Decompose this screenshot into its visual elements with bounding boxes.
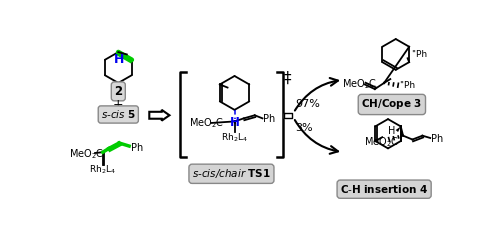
- Text: 2: 2: [114, 85, 122, 98]
- Text: H: H: [388, 126, 396, 136]
- Text: MeO$_2$C: MeO$_2$C: [364, 135, 400, 149]
- Text: MeO$_2$C: MeO$_2$C: [189, 116, 224, 130]
- Text: ''Ph: ''Ph: [410, 50, 427, 59]
- Text: 97%: 97%: [295, 99, 320, 109]
- Polygon shape: [284, 113, 292, 118]
- Polygon shape: [396, 126, 401, 132]
- Text: H: H: [230, 116, 239, 129]
- Text: MeO$_2$C: MeO$_2$C: [68, 148, 104, 161]
- Text: +: +: [113, 98, 124, 111]
- Text: $s$-$cis$/$chair$ $\mathbf{TS1}$: $s$-$cis$/$chair$ $\mathbf{TS1}$: [192, 167, 271, 180]
- Text: MeO$_2$C: MeO$_2$C: [342, 78, 376, 91]
- Text: $\mathbf{CH/Cope\ 3}$: $\mathbf{CH/Cope\ 3}$: [362, 98, 422, 112]
- Text: Rh$_2$L$_4$: Rh$_2$L$_4$: [221, 131, 248, 144]
- Text: $\mathbf{C}$-$\mathbf{H}$ $\mathbf{insertion\ 4}$: $\mathbf{C}$-$\mathbf{H}$ $\mathbf{inser…: [340, 183, 428, 195]
- Text: Ph: Ph: [263, 114, 276, 124]
- Text: Rh$_2$L$_4$: Rh$_2$L$_4$: [90, 164, 117, 176]
- Text: H: H: [114, 53, 124, 66]
- Text: Ph: Ph: [130, 143, 143, 153]
- FancyArrow shape: [150, 110, 170, 121]
- Text: ''Ph: ''Ph: [400, 81, 416, 90]
- Text: $s$-$cis$ $\mathbf{5}$: $s$-$cis$ $\mathbf{5}$: [101, 109, 136, 120]
- Text: Ph: Ph: [431, 134, 443, 144]
- Text: ‡: ‡: [284, 71, 291, 86]
- Text: 3%: 3%: [295, 123, 312, 133]
